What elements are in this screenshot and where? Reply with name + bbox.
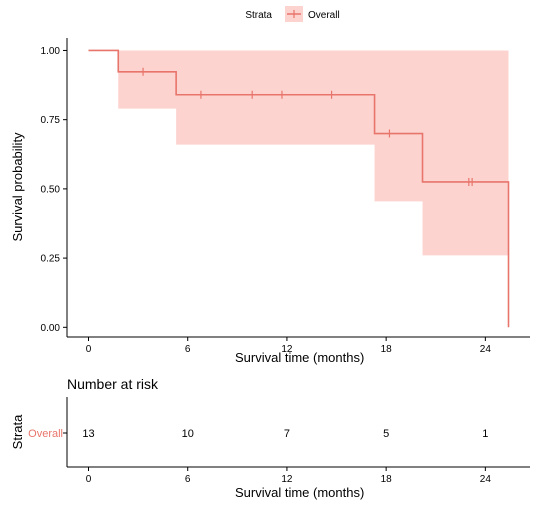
risk-counts: 13 10 7 5 1 [82,428,488,440]
y-tick-label: 0.00 [41,323,61,334]
y-tick-label: 1.00 [41,46,61,57]
risk-count: 7 [284,428,290,440]
x-tick-label: 24 [480,344,492,355]
x-ticks: 0 6 12 18 24 [86,337,492,355]
risk-x-tick-label: 24 [480,474,492,485]
x-tick-label: 0 [86,344,92,355]
risk-count: 13 [82,428,94,440]
x-tick-label: 6 [185,344,191,355]
survival-curve [88,49,510,328]
risk-x-tick-label: 6 [185,474,191,485]
risk-count: 1 [482,428,488,440]
risk-table-row-label: Overall [28,428,63,440]
x-tick-label: 18 [381,344,393,355]
risk-x-tick-label: 0 [86,474,92,485]
risk-table-strata-label: Strata [10,414,25,449]
risk-x-tick-label: 12 [281,474,293,485]
y-tick-label: 0.50 [41,184,61,195]
y-axis-label: Survival probability [10,132,25,242]
x-axis-label: Survival time (months) [235,350,364,365]
y-ticks: 0.00 0.25 0.50 0.75 1.00 [41,46,67,334]
risk-table-x-ticks: 0 6 12 18 24 [86,467,492,485]
legend: Strata Overall [245,6,340,22]
risk-table-x-axis-label: Survival time (months) [235,485,364,500]
y-tick-label: 0.75 [41,115,61,126]
risk-table: Number at risk Strata Overall 13 10 7 5 1 0 6… [10,376,530,500]
legend-label: Overall [308,10,340,21]
risk-x-tick-label: 18 [381,474,393,485]
censor-marks [142,67,473,186]
risk-count: 10 [182,428,194,440]
risk-table-title: Number at risk [67,376,159,392]
risk-count: 5 [383,428,389,440]
x-tick-label: 12 [281,344,293,355]
legend-title: Strata [245,10,272,21]
confidence-band [88,50,509,256]
y-tick-label: 0.25 [41,254,61,265]
survival-plot: 0.00 0.25 0.50 0.75 1.00 0 6 12 18 24 Survival t… [10,38,530,365]
